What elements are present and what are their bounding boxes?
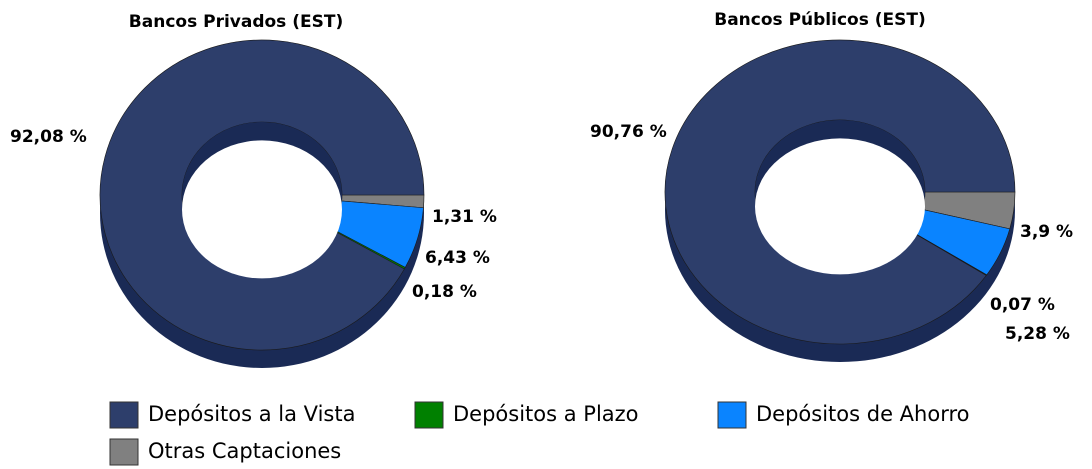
data-label: 90,76 % xyxy=(590,122,667,142)
pie-hole xyxy=(755,138,925,275)
data-label: 92,08 % xyxy=(10,127,87,147)
legend-swatch xyxy=(109,438,139,466)
pie-hole xyxy=(182,140,342,279)
chart-title: Bancos Privados (EST) xyxy=(129,12,343,32)
data-label: 0,18 % xyxy=(412,282,477,302)
data-label: 5,28 % xyxy=(1005,324,1070,344)
data-label: 3,9 % xyxy=(1020,222,1073,242)
data-label: 6,43 % xyxy=(425,248,490,268)
legend-label: Depósitos a Plazo xyxy=(453,402,639,426)
data-label: 1,31 % xyxy=(432,207,497,227)
legend-swatch xyxy=(109,401,139,429)
data-label: 0,07 % xyxy=(990,295,1055,315)
legend-swatch xyxy=(414,401,444,429)
legend-label: Depósitos a la Vista xyxy=(148,402,355,426)
chart-title: Bancos Públicos (EST) xyxy=(714,10,926,30)
legend-label: Depósitos de Ahorro xyxy=(756,402,969,426)
legend-swatch xyxy=(717,401,747,429)
legend-label: Otras Captaciones xyxy=(148,439,341,463)
